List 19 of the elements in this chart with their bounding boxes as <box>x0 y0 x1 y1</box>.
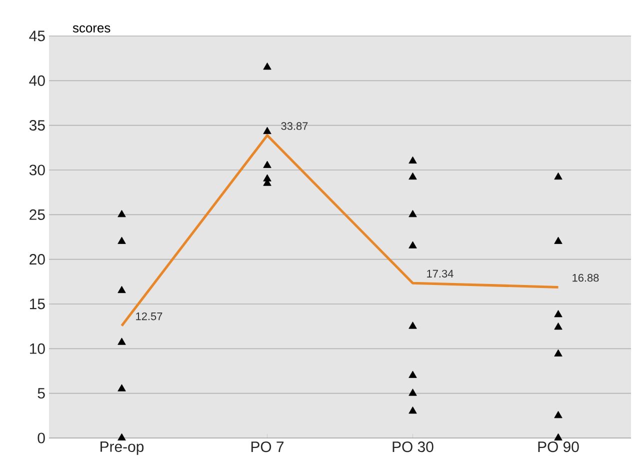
x-tick-label: Pre-op <box>100 442 144 455</box>
data-label: 16.88 <box>572 274 599 282</box>
y-tick-label: 45 <box>29 30 45 42</box>
data-label: 17.34 <box>427 270 454 278</box>
y-tick-label: 40 <box>29 75 45 86</box>
y-tick-label: 15 <box>30 298 45 310</box>
data-label: 12.57 <box>136 312 162 320</box>
y-tick-label: 5 <box>38 388 45 399</box>
y-tick-label: 25 <box>30 209 45 220</box>
y-tick-label: 35 <box>29 120 45 131</box>
y-tick-label: 20 <box>30 254 45 265</box>
y-axis-title: scores <box>72 25 110 32</box>
data-label: 33.87 <box>281 122 308 130</box>
x-tick-label: PO 90 <box>538 442 579 452</box>
y-tick-label: 30 <box>29 164 45 176</box>
y-tick-label: 0 <box>38 432 45 444</box>
x-tick-label: PO 7 <box>251 442 284 452</box>
y-tick-label: 10 <box>30 343 45 354</box>
x-tick-label: PO 30 <box>392 442 434 452</box>
